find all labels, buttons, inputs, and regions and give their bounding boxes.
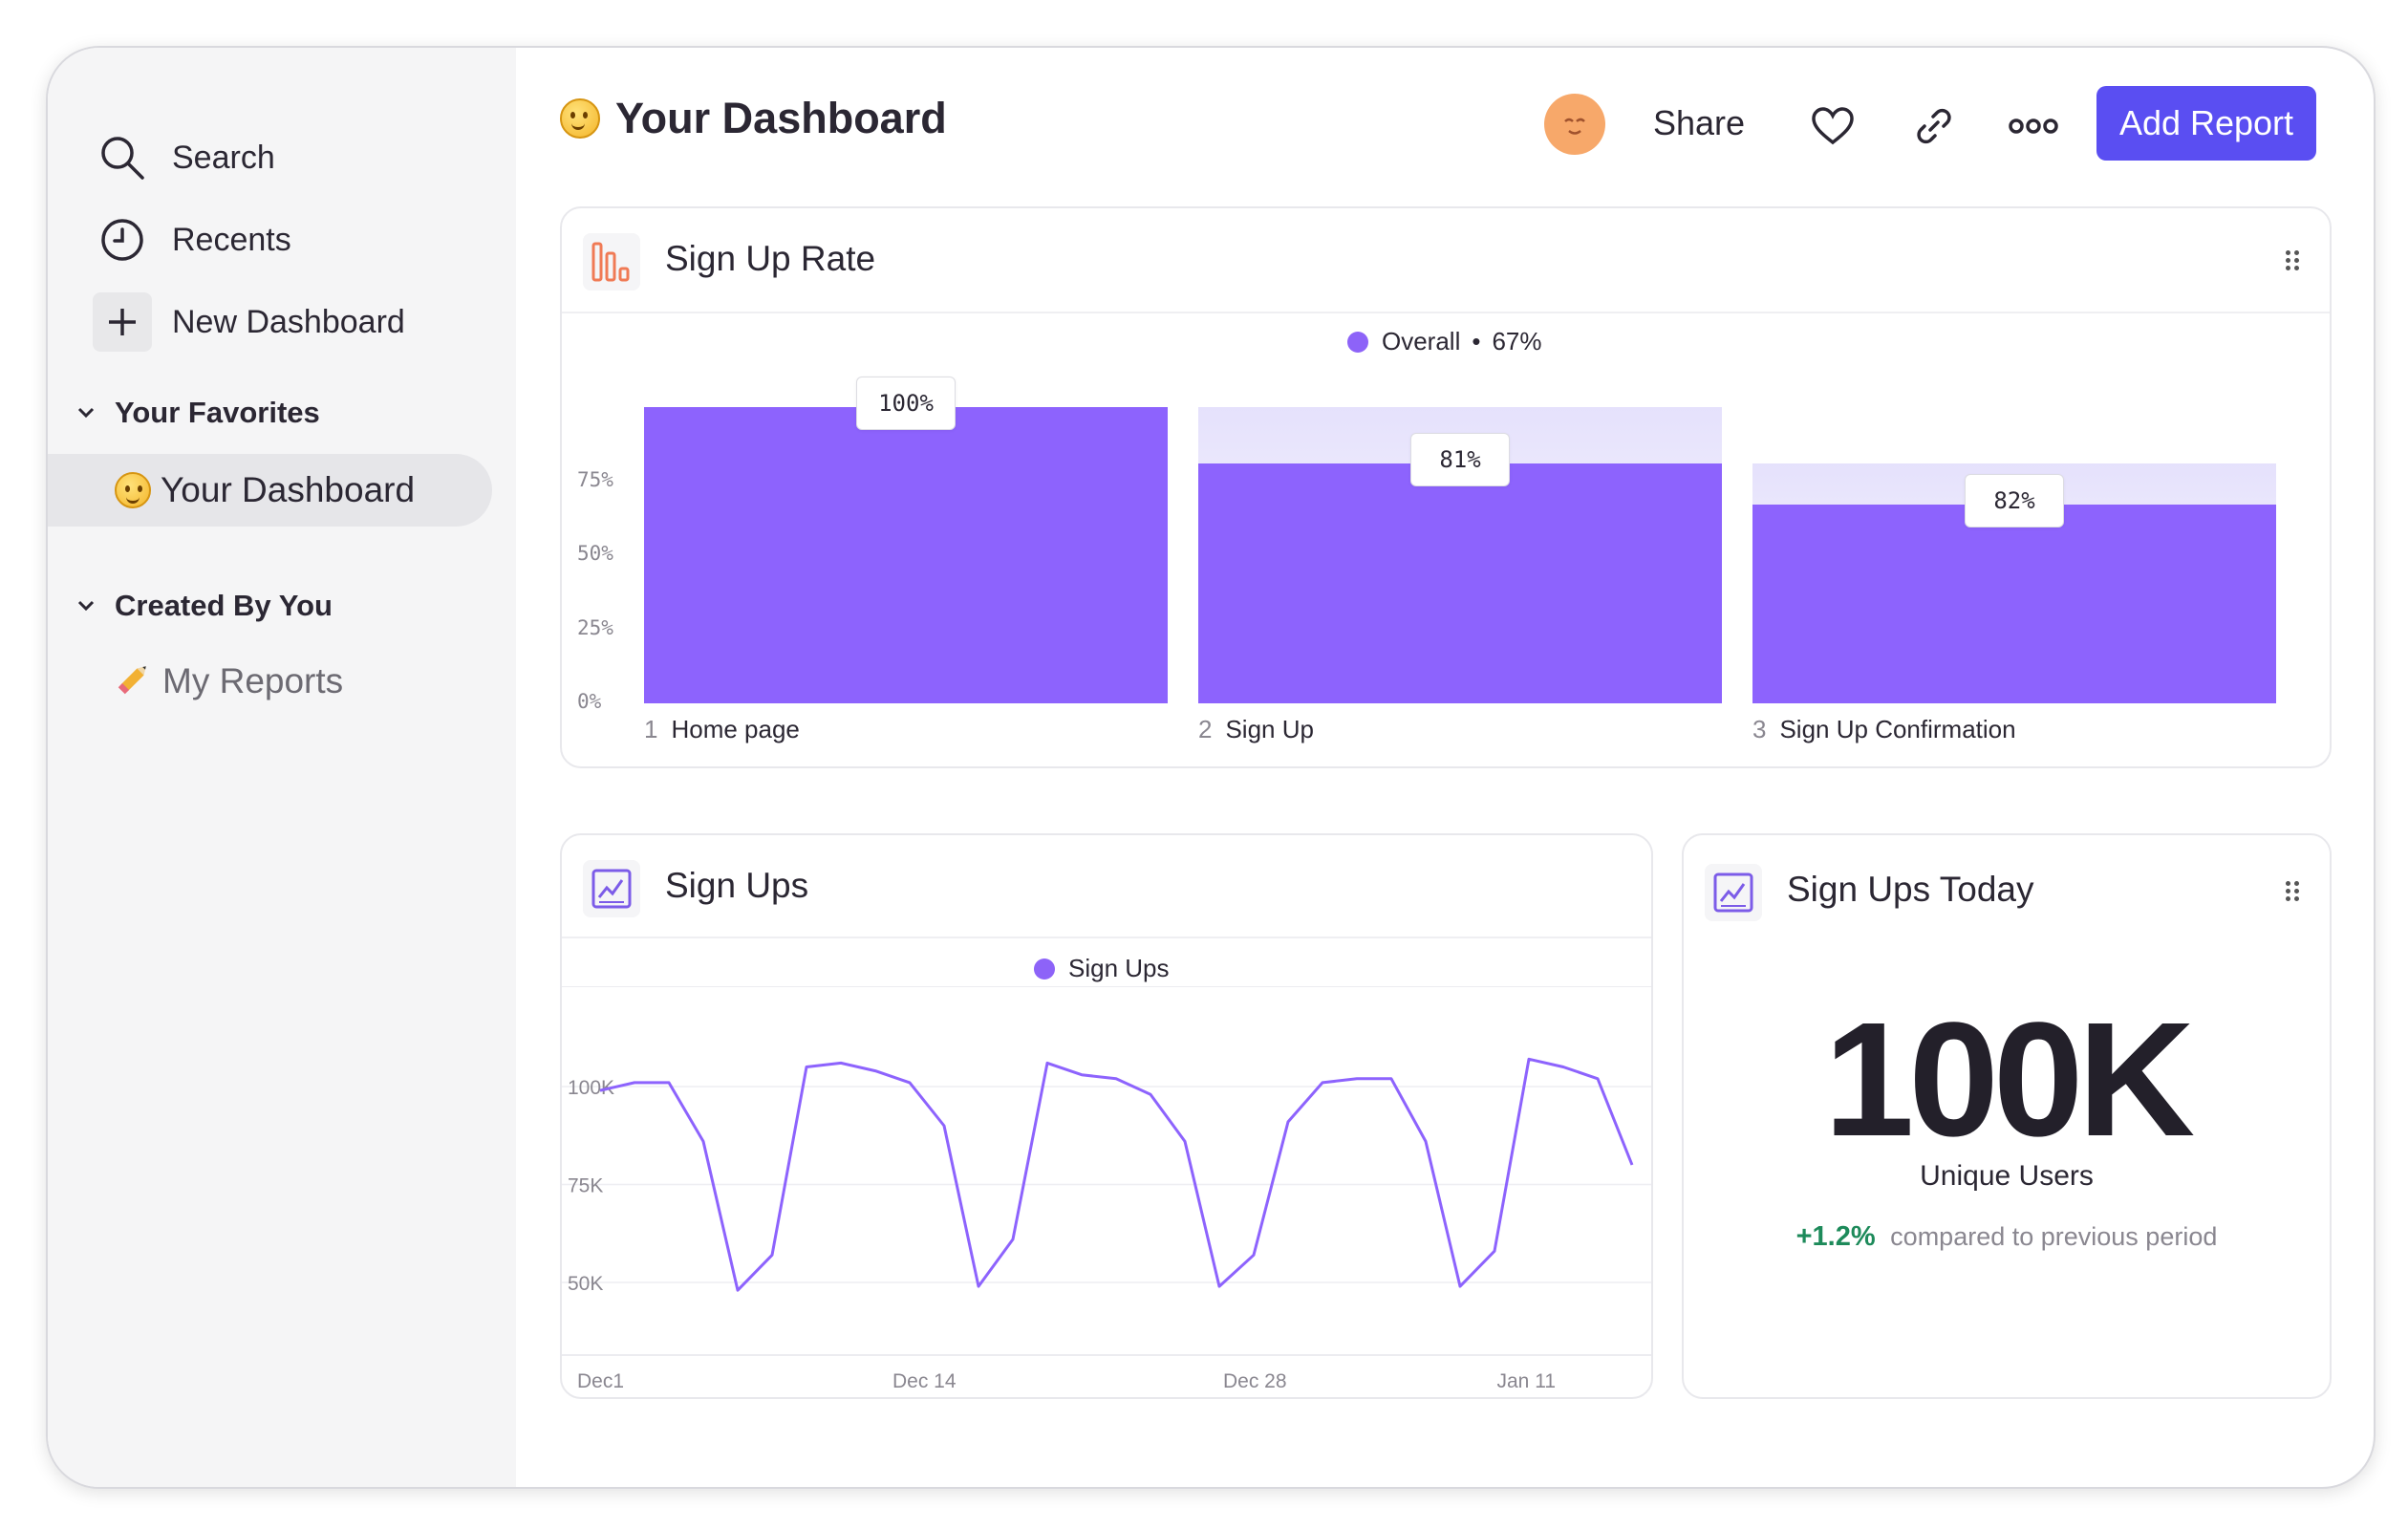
card-header: Sign Up Rate [562, 208, 2330, 313]
step-number: 2 [1198, 715, 1213, 743]
step-number: 1 [644, 715, 658, 743]
y-tick-label: 50K [568, 1273, 603, 1295]
sidebar-item-new-dashboard[interactable]: New Dashboard [92, 289, 405, 355]
step-name: Sign Up Confirmation [1779, 715, 2016, 743]
series-line-sign-ups[interactable] [599, 1057, 1634, 1292]
metric-comparison: +1.2% compared to previous period [1684, 1221, 2330, 1253]
created-heading: Created By You [115, 589, 333, 622]
sidebar: Search Recents New Dashboard Your Favori… [48, 48, 516, 1487]
favorite-dashboard-label: Your Dashboard [161, 470, 416, 509]
conversion-label: 100% [856, 377, 956, 430]
line-chart-icon [1705, 864, 1762, 921]
step-label: 2 Sign Up [1198, 715, 1314, 744]
search-icon [92, 127, 153, 188]
y-tick-label: 75% [577, 467, 613, 491]
card-title: Sign Ups Today [1787, 870, 2034, 909]
legend-label: Overall [1382, 327, 1461, 355]
favorites-section-toggle[interactable]: Your Favorites [76, 396, 320, 430]
heart-icon[interactable] [1808, 101, 1858, 151]
created-section-toggle[interactable]: Created By You [76, 589, 333, 623]
chart-legend: Overall • 67% [1347, 327, 1542, 356]
legend-label: Sign Ups [1068, 954, 1170, 982]
page-title-text: Your Dashboard [615, 94, 947, 142]
metric-change: +1.2% [1795, 1221, 1876, 1252]
metric-change-text: compared to previous period [1890, 1222, 2218, 1251]
sidebar-item-search[interactable]: Search [92, 124, 275, 191]
legend-separator: • [1472, 327, 1481, 355]
share-button[interactable]: Share [1653, 103, 1746, 142]
card-title: Sign Up Rate [665, 239, 876, 278]
step-label: 1 Home page [644, 715, 800, 744]
recents-label: Recents [172, 221, 291, 258]
clock-icon [92, 209, 153, 270]
line-chart-icon [583, 860, 640, 917]
chevron-down-icon [76, 400, 115, 425]
y-tick-label: 0% [577, 690, 602, 713]
drag-handle-icon[interactable] [2286, 250, 2301, 271]
sign-ups-card: Sign Ups Sign Ups 100K 75K 50K Dec1 Dec 14 De… [560, 833, 1653, 1399]
app-window: Search Recents New Dashboard Your Favori… [46, 46, 2376, 1489]
funnel-bar[interactable] [1198, 463, 1722, 703]
favorites-heading: Your Favorites [115, 396, 320, 429]
sidebar-item-recents[interactable]: Recents [92, 206, 291, 273]
metric-label: Unique Users [1920, 1160, 2094, 1192]
avatar[interactable] [1544, 94, 1605, 155]
my-reports-label: My Reports [162, 660, 344, 700]
y-tick-label: 50% [577, 542, 613, 565]
step-name: Home page [671, 715, 800, 743]
y-tick-label: 100K [568, 1077, 614, 1099]
smiley-icon [560, 98, 600, 139]
funnel-bar[interactable] [644, 407, 1168, 703]
search-label: Search [172, 139, 275, 176]
smiley-icon [115, 472, 151, 508]
add-report-button[interactable]: Add Report [2096, 86, 2316, 161]
new-dashboard-label: New Dashboard [172, 303, 405, 340]
step-label: 3 Sign Up Confirmation [1752, 715, 2016, 744]
conversion-label: 81% [1410, 432, 1510, 486]
sidebar-item-your-dashboard[interactable]: Your Dashboard [48, 454, 492, 527]
funnel-chart-icon [583, 233, 640, 291]
pencil-icon [115, 659, 153, 702]
y-tick-label: 25% [577, 615, 613, 639]
drag-handle-icon[interactable] [2286, 881, 2301, 902]
page-title: Your Dashboard [560, 94, 947, 143]
funnel-bar[interactable] [1752, 505, 2276, 703]
sign-ups-today-card: Sign Ups Today 100K Unique Users +1.2% c… [1682, 833, 2332, 1399]
conversion-label: 82% [1965, 474, 2064, 528]
plus-icon [93, 292, 152, 352]
y-tick-label: 75K [568, 1175, 603, 1197]
x-tick-label: Dec1 [577, 1370, 624, 1392]
link-icon[interactable] [1909, 101, 1959, 151]
step-number: 3 [1752, 715, 1767, 743]
sign-up-rate-card: Sign Up Rate Overall • 67% 75% 50% 25% 0% 10… [560, 206, 2332, 768]
chevron-down-icon [76, 593, 115, 618]
card-title: Sign Ups [665, 866, 809, 905]
sidebar-item-my-reports[interactable]: My Reports [115, 659, 343, 702]
card-header: Sign Ups [562, 835, 1651, 938]
more-options-icon[interactable] [2005, 101, 2062, 151]
legend-value: 67% [1492, 327, 1542, 355]
step-name: Sign Up [1225, 715, 1314, 743]
legend-dot [1347, 331, 1368, 353]
x-tick-label: Dec 28 [1223, 1370, 1287, 1392]
metric-value: 100K [1823, 989, 2195, 1171]
legend-dot [1034, 958, 1055, 980]
x-tick-label: Dec 14 [892, 1370, 957, 1392]
x-tick-label: Jan 11 [1497, 1370, 1557, 1392]
sign-ups-line-chart: 100K 75K 50K Dec1 Dec 14 Dec 28 Jan 11 [562, 986, 1651, 1392]
chart-legend: Sign Ups [1034, 954, 1170, 983]
